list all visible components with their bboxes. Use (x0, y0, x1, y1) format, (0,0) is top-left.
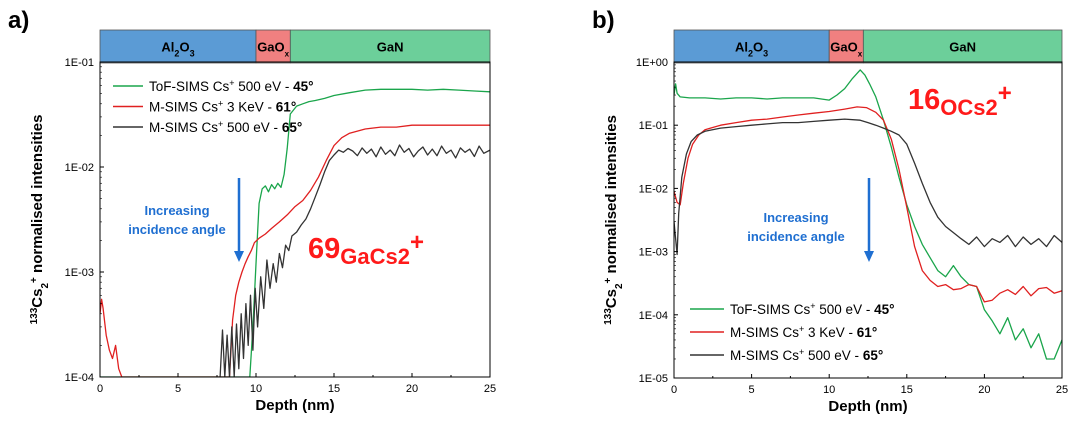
layer-band (99, 29, 257, 64)
layer-label: Al2O3 (735, 40, 768, 59)
series-line-msims3k (674, 106, 1062, 303)
y-tick-label: 1E-05 (639, 373, 668, 385)
layer-band (673, 29, 830, 64)
legend-entry: ToF-SIMS Cs+ 500 eV - 45° (730, 301, 895, 317)
panel-b: b) Al2O3 GaOx GaN 0 5 10 15 20 25 1E-05 1E-04 1E-03 1… (592, 7, 1068, 415)
y-tick-label: 1E-03 (65, 267, 94, 279)
panel-a: a) Al2O3 GaOx GaN 0 5 10 15 20 25 1E-04 1E-03 1E-02 1… (8, 7, 496, 414)
y-tick-label: 1E-01 (65, 57, 94, 69)
series-line-msims500 (219, 144, 490, 377)
species-label: 69GaCs2+ (308, 229, 424, 269)
x-tick-label: 5 (175, 383, 181, 395)
x-tick-label: 5 (749, 384, 755, 396)
arrow-head-icon (234, 251, 244, 262)
layer-label: GaN (949, 40, 976, 55)
legend-entry: ToF-SIMS Cs+ 500 eV - 45° (149, 78, 314, 94)
x-tick-label: 20 (406, 383, 418, 395)
legend-entry: M-SIMS Cs+ 500 eV - 65° (730, 347, 883, 363)
x-tick-label: 25 (1056, 384, 1068, 396)
series-line-msims3k (100, 124, 490, 377)
annotation-text: Increasing incidence angle (128, 203, 226, 237)
layer-label: GaOx (830, 40, 862, 59)
layer-label: GaN (377, 40, 404, 55)
arrow-head-icon (864, 251, 874, 262)
y-tick-label: 1E-01 (639, 120, 668, 132)
series-line-tof (674, 69, 1062, 360)
x-tick-label: 15 (901, 384, 913, 396)
x-axis-title: Depth (nm) (255, 397, 334, 414)
x-tick-label: 10 (823, 384, 835, 396)
layer-band (828, 29, 864, 64)
legend-entry: M-SIMS Cs+ 500 eV - 65° (149, 119, 302, 135)
series-line-msims500 (674, 118, 1062, 256)
layer-band (289, 29, 491, 64)
x-tick-label: 20 (978, 384, 990, 396)
y-tick-label: 1E-04 (639, 310, 668, 322)
layer-label: GaOx (257, 40, 289, 59)
layer-label: Al2O3 (161, 40, 194, 59)
legend-entry: M-SIMS Cs+ 3 KeV - 61° (730, 324, 877, 340)
y-axis-title: 133Cs2+ normalised intensities (29, 115, 51, 325)
series-group (100, 88, 490, 377)
y-tick-label: 1E-02 (65, 162, 94, 174)
layer-band (255, 29, 291, 64)
series-group (674, 69, 1062, 360)
y-axis-title: 133Cs2+ normalised intensities (603, 115, 625, 325)
series-line-tof (100, 88, 490, 377)
x-tick-label: 0 (671, 384, 677, 396)
y-tick-label: 1E-03 (639, 247, 668, 259)
y-tick-label: 1E+00 (636, 57, 668, 69)
legend-entry: M-SIMS Cs+ 3 KeV - 61° (149, 99, 296, 115)
x-tick-label: 10 (250, 383, 262, 395)
panel-label: b) (592, 7, 615, 34)
x-tick-label: 0 (97, 383, 103, 395)
layer-band (862, 29, 1063, 64)
x-axis-title: Depth (nm) (828, 398, 907, 415)
x-tick-label: 15 (328, 383, 340, 395)
y-tick-label: 1E-02 (639, 183, 668, 195)
annotation-text: Increasing incidence angle (747, 210, 845, 244)
panel-label: a) (8, 7, 29, 34)
y-tick-label: 1E-04 (65, 372, 94, 384)
x-tick-label: 25 (484, 383, 496, 395)
species-label: 16OCs2+ (908, 80, 1012, 120)
